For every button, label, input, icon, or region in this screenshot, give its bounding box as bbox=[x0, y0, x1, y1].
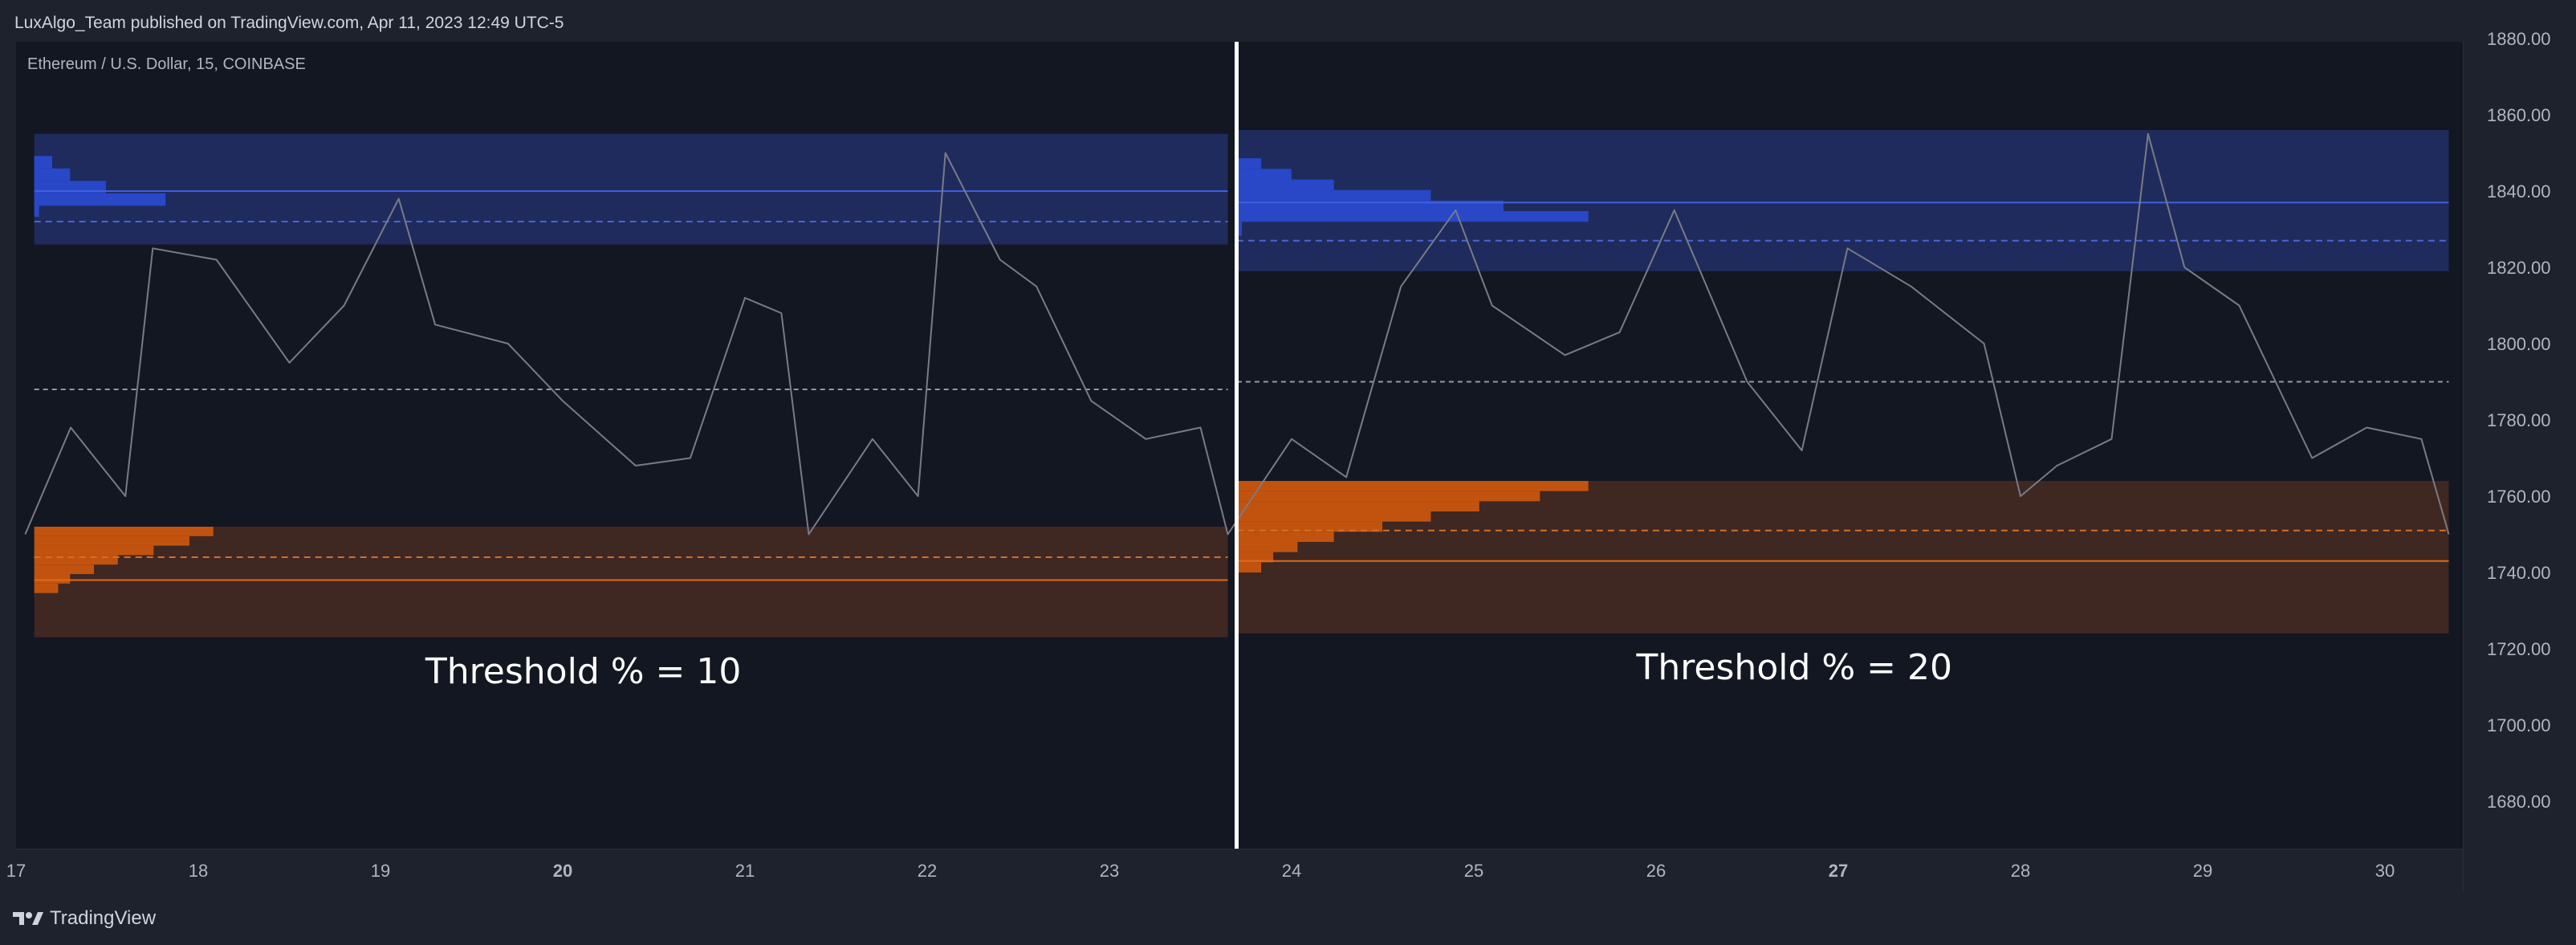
supply-profile-bar bbox=[1236, 189, 1431, 201]
demand-profile-bar bbox=[1236, 491, 1540, 502]
y-tick-label: 1680.00 bbox=[2487, 792, 2551, 812]
y-tick-label: 1880.00 bbox=[2487, 29, 2551, 49]
panel-divider bbox=[1235, 42, 1239, 849]
demand-profile-bar bbox=[1236, 481, 1589, 491]
y-tick-label: 1820.00 bbox=[2487, 258, 2551, 278]
supply-profile-bar bbox=[34, 181, 106, 193]
x-tick-label: 28 bbox=[2011, 861, 2030, 881]
supply-profile-bar bbox=[1236, 179, 1334, 190]
x-tick-label: 17 bbox=[6, 861, 26, 881]
price-line-series bbox=[24, 132, 2450, 536]
y-tick-label: 1760.00 bbox=[2487, 487, 2551, 507]
tradingview-logo[interactable]: TradingView bbox=[13, 907, 156, 930]
x-tick-label: 21 bbox=[735, 861, 755, 881]
demand-profile-bar bbox=[1236, 511, 1431, 522]
publisher-header: LuxAlgo_Team published on TradingView.co… bbox=[0, 0, 2576, 40]
demand-profile-bar bbox=[1236, 501, 1479, 511]
x-tick-label: 26 bbox=[1646, 861, 1666, 881]
demand-profile-bar bbox=[34, 555, 118, 565]
x-tick-label: 29 bbox=[2193, 861, 2212, 881]
demand-profile-bar bbox=[34, 564, 95, 575]
supply-profile-bar bbox=[34, 193, 166, 206]
x-tick-label: 25 bbox=[1464, 861, 1483, 881]
y-tick-label: 1780.00 bbox=[2487, 410, 2551, 430]
x-tick-label: 30 bbox=[2375, 861, 2395, 881]
supply-profile-bar bbox=[34, 168, 71, 181]
threshold-annotation: Threshold % = 10 bbox=[425, 651, 741, 692]
demand-profile-bar bbox=[1236, 562, 1262, 572]
price-axis-border bbox=[2463, 42, 2464, 892]
supply-profile-bar bbox=[1236, 211, 1589, 222]
supply-profile-bar bbox=[1236, 158, 1262, 169]
supply-profile-bar bbox=[1236, 169, 1292, 180]
x-tick-label: 19 bbox=[371, 861, 390, 881]
x-tick-label: 24 bbox=[1282, 861, 1301, 881]
symbol-legend: Ethereum / U.S. Dollar, 15, COINBASE bbox=[27, 55, 306, 73]
demand-profile-bar bbox=[34, 574, 71, 584]
supply-profile-bar bbox=[1236, 158, 1242, 236]
brand-name: TradingView bbox=[50, 907, 157, 929]
y-tick-label: 1860.00 bbox=[2487, 105, 2551, 125]
supply-zone bbox=[34, 133, 1228, 245]
y-tick-label: 1720.00 bbox=[2487, 639, 2551, 659]
demand-profile-bar bbox=[1236, 532, 1334, 542]
demand-profile-bar bbox=[1236, 552, 1274, 563]
demand-profile-bar bbox=[1236, 542, 1298, 552]
x-tick-label: 22 bbox=[918, 861, 937, 881]
demand-profile-bar bbox=[34, 527, 214, 536]
demand-profile-bar bbox=[34, 536, 189, 546]
supply-profile-bar bbox=[34, 156, 39, 218]
y-tick-label: 1700.00 bbox=[2487, 715, 2551, 735]
demand-zone bbox=[34, 527, 1228, 637]
x-tick-label: 20 bbox=[553, 861, 572, 881]
y-tick-label: 1840.00 bbox=[2487, 181, 2551, 202]
footer-bar: TradingView bbox=[0, 891, 2576, 945]
demand-profile-bar bbox=[1236, 521, 1383, 532]
x-tick-label: 23 bbox=[1100, 861, 1119, 881]
threshold-annotation: Threshold % = 20 bbox=[1636, 647, 1952, 688]
demand-profile-bar bbox=[34, 545, 154, 556]
tradingview-logo-icon bbox=[13, 912, 43, 925]
demand-profile-bar bbox=[34, 583, 59, 593]
y-tick-label: 1740.00 bbox=[2487, 563, 2551, 583]
x-tick-label: 27 bbox=[1829, 861, 1848, 881]
published-text: LuxAlgo_Team published on TradingView.co… bbox=[14, 14, 564, 32]
x-tick-label: 18 bbox=[189, 861, 208, 881]
y-tick-label: 1800.00 bbox=[2487, 334, 2551, 354]
